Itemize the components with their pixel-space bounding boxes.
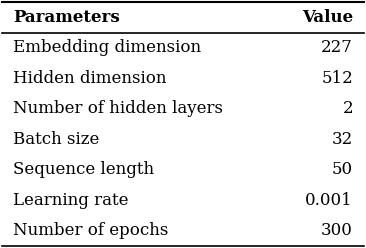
Text: Number of hidden layers: Number of hidden layers	[13, 100, 223, 117]
Text: 50: 50	[332, 161, 353, 178]
Text: Number of epochs: Number of epochs	[13, 222, 168, 239]
Text: 512: 512	[321, 70, 353, 87]
Text: Batch size: Batch size	[13, 131, 99, 148]
Text: 300: 300	[321, 222, 353, 239]
Text: 0.001: 0.001	[305, 192, 353, 209]
Text: Embedding dimension: Embedding dimension	[13, 39, 201, 56]
Text: Hidden dimension: Hidden dimension	[13, 70, 167, 87]
Text: Parameters: Parameters	[13, 9, 120, 26]
Text: 2: 2	[343, 100, 353, 117]
Text: Value: Value	[302, 9, 353, 26]
Text: 227: 227	[321, 39, 353, 56]
Text: 32: 32	[332, 131, 353, 148]
Text: Sequence length: Sequence length	[13, 161, 154, 178]
Text: Learning rate: Learning rate	[13, 192, 128, 209]
